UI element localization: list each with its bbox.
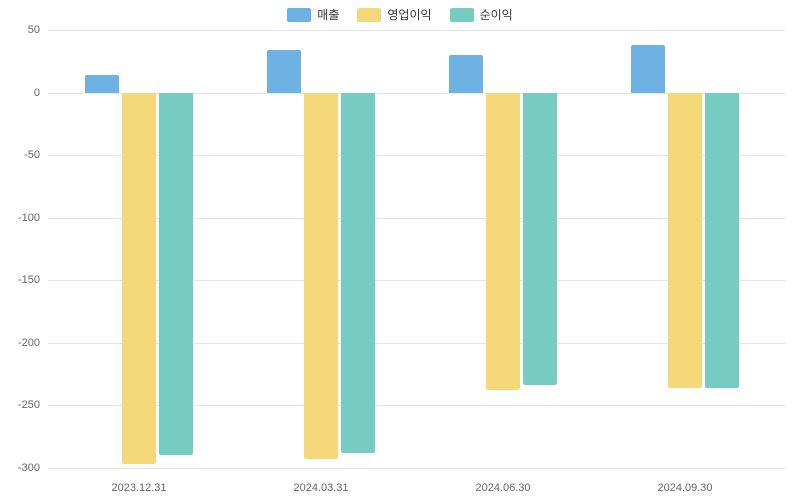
bar[interactable] — [85, 75, 119, 93]
y-axis-label: -150 — [18, 274, 40, 286]
x-axis-label: 2024.09.30 — [657, 482, 712, 494]
bar-group — [449, 30, 557, 474]
bar-group — [631, 30, 739, 474]
bar[interactable] — [122, 93, 156, 464]
legend: 매출 영업이익 순이익 — [0, 6, 800, 23]
bar[interactable] — [486, 93, 520, 391]
y-axis-label: -100 — [18, 212, 40, 224]
bar[interactable] — [668, 93, 702, 388]
y-axis-label: -300 — [18, 462, 40, 474]
legend-item[interactable]: 영업이익 — [357, 6, 431, 23]
legend-swatch — [357, 8, 381, 22]
y-axis-label: -250 — [18, 399, 40, 411]
y-axis-label: 0 — [34, 87, 40, 99]
legend-swatch — [450, 8, 474, 22]
bar[interactable] — [159, 93, 193, 456]
plot-area: 500-50-100-150-200-250-3002023.12.312024… — [48, 30, 785, 474]
bar[interactable] — [449, 55, 483, 93]
bar[interactable] — [341, 93, 375, 453]
bar-group — [267, 30, 375, 474]
bar-group — [85, 30, 193, 474]
chart-container: 매출영업이익순이익 500-50-100-150-200-250-3002023… — [0, 0, 800, 500]
legend-label: 순이익 — [480, 6, 513, 23]
x-axis-label: 2023.12.31 — [111, 482, 166, 494]
y-axis-label: 50 — [28, 24, 40, 36]
legend-item[interactable]: 순이익 — [450, 6, 513, 23]
x-axis-label: 2024.06.30 — [475, 482, 530, 494]
legend-item[interactable]: 매출 — [287, 6, 339, 23]
legend-label: 영업이익 — [387, 6, 431, 23]
bar[interactable] — [304, 93, 338, 459]
bar[interactable] — [267, 50, 301, 93]
bar[interactable] — [705, 93, 739, 388]
legend-swatch — [287, 8, 311, 22]
bar[interactable] — [631, 45, 665, 93]
legend-label: 매출 — [317, 6, 339, 23]
y-axis-label: -200 — [18, 337, 40, 349]
x-axis-label: 2024.03.31 — [293, 482, 348, 494]
bar[interactable] — [523, 93, 557, 386]
y-axis-label: -50 — [24, 149, 40, 161]
